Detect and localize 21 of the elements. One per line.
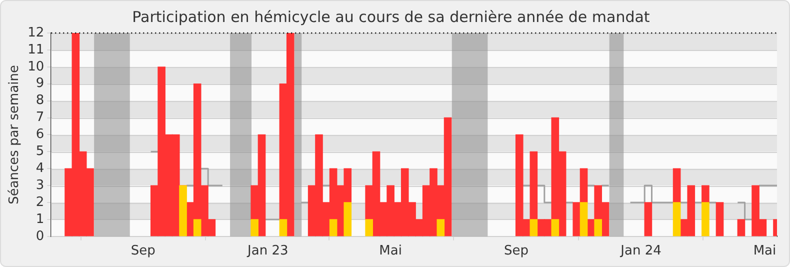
y-tick-label: 10	[28, 59, 44, 74]
y-tick-label: 4	[36, 160, 44, 176]
y-axis-title: Séances par semaine	[7, 64, 22, 204]
x-tick-label: Sep	[130, 244, 156, 259]
x-tick-label: Mai	[379, 244, 402, 259]
y-tick-label: 1	[36, 212, 44, 227]
x-tick-label: Mai	[753, 244, 776, 259]
y-tick-label: 8	[36, 93, 44, 108]
y-tick-label: 7	[36, 110, 44, 126]
x-tick-label: Jan 23	[246, 244, 288, 259]
x-tick-label: Jan 24	[620, 244, 662, 259]
x-tick-label: Sep	[504, 244, 529, 259]
y-tick-label: 9	[36, 76, 44, 92]
y-tick-label: 11	[28, 42, 44, 58]
chart-title: Participation en hémicycle au cours de sa dernière année de mandat	[132, 8, 650, 26]
y-tick-label: 3	[36, 178, 44, 193]
y-tick-label: 6	[36, 127, 44, 142]
y-tick-label: 12	[28, 25, 44, 40]
y-tick-label: 5	[36, 144, 44, 160]
y-tick-label: 2	[36, 194, 44, 210]
y-tick-label: 0	[36, 228, 44, 244]
